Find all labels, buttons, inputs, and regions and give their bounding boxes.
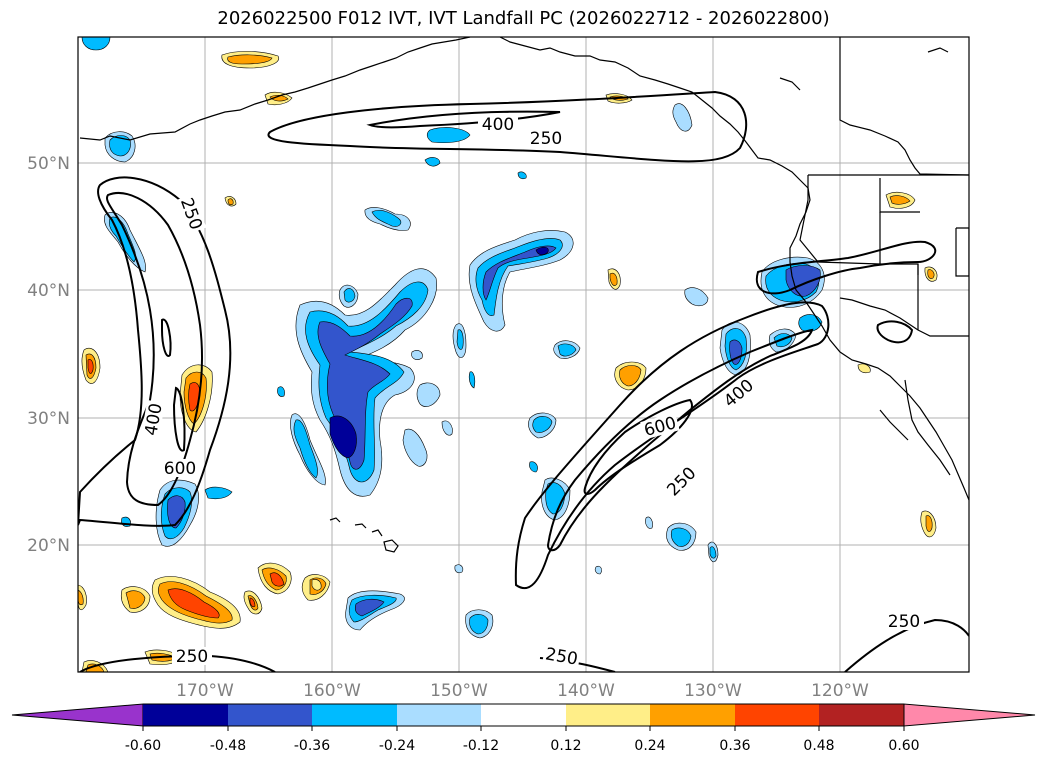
lon-label-150w: 150°W [430,681,488,701]
colorbar-tick-label: 0.60 [888,738,919,754]
colorbar-segment [735,704,819,726]
lon-label-130w: 130°W [684,681,742,701]
plot-frame [77,36,970,673]
colorbar-tick-label: -0.24 [379,738,415,754]
colorbar-tick-label: 0.48 [803,738,834,754]
colorbar-tick-label: 0.12 [550,738,581,754]
contour-label: 250 [176,647,208,667]
lon-label-170w: 170°W [176,681,234,701]
contour-label: 250 [888,612,920,632]
colorbar-segment [228,704,312,726]
contour-label: 250 [530,129,562,149]
colorbar-tick-label: -0.60 [125,738,161,754]
colorbar-segment [650,704,735,726]
colorbar-segment [312,704,397,726]
negative-pc-fill [81,37,895,639]
colorbar-extend-low [11,703,144,727]
colorbar-tick-label: -0.48 [210,738,246,754]
colorbar-segment [397,704,481,726]
latitude-labels: 50°N 40°N 30°N 20°N [27,154,70,556]
colorbar-segment [481,704,566,726]
map-title: 2026022500 F012 IVT, IVT Landfall PC (20… [217,8,830,29]
colorbar-tick-label: -0.36 [294,738,330,754]
lat-label-50n: 50°N [27,154,70,174]
lon-label-120w: 120°W [811,681,869,701]
colorbar-segment [819,704,904,726]
lat-label-20n: 20°N [27,536,70,556]
colorbar: -0.60 -0.48 -0.36 -0.24 -0.12 0.12 0.24 … [11,703,1036,754]
positive-pc-fill [78,51,938,672]
coastlines [79,37,969,553]
colorbar-segment [143,704,228,726]
colorbar-tick-label: 0.36 [719,738,750,754]
lat-label-30n: 30°N [27,409,70,429]
colorbar-segment [566,704,650,726]
colorbar-tick-label: -0.12 [463,738,499,754]
contour-label: 400 [482,115,514,135]
lon-label-140w: 140°W [557,681,615,701]
longitude-labels: 170°W 160°W 150°W 140°W 130°W 120°W [176,681,869,701]
lon-label-160w: 160°W [303,681,361,701]
contour-label: 600 [164,459,196,479]
colorbar-extend-high [903,703,1036,727]
lat-label-40n: 40°N [27,281,70,301]
plot-area [78,37,969,672]
colorbar-tick-label: 0.24 [634,738,665,754]
